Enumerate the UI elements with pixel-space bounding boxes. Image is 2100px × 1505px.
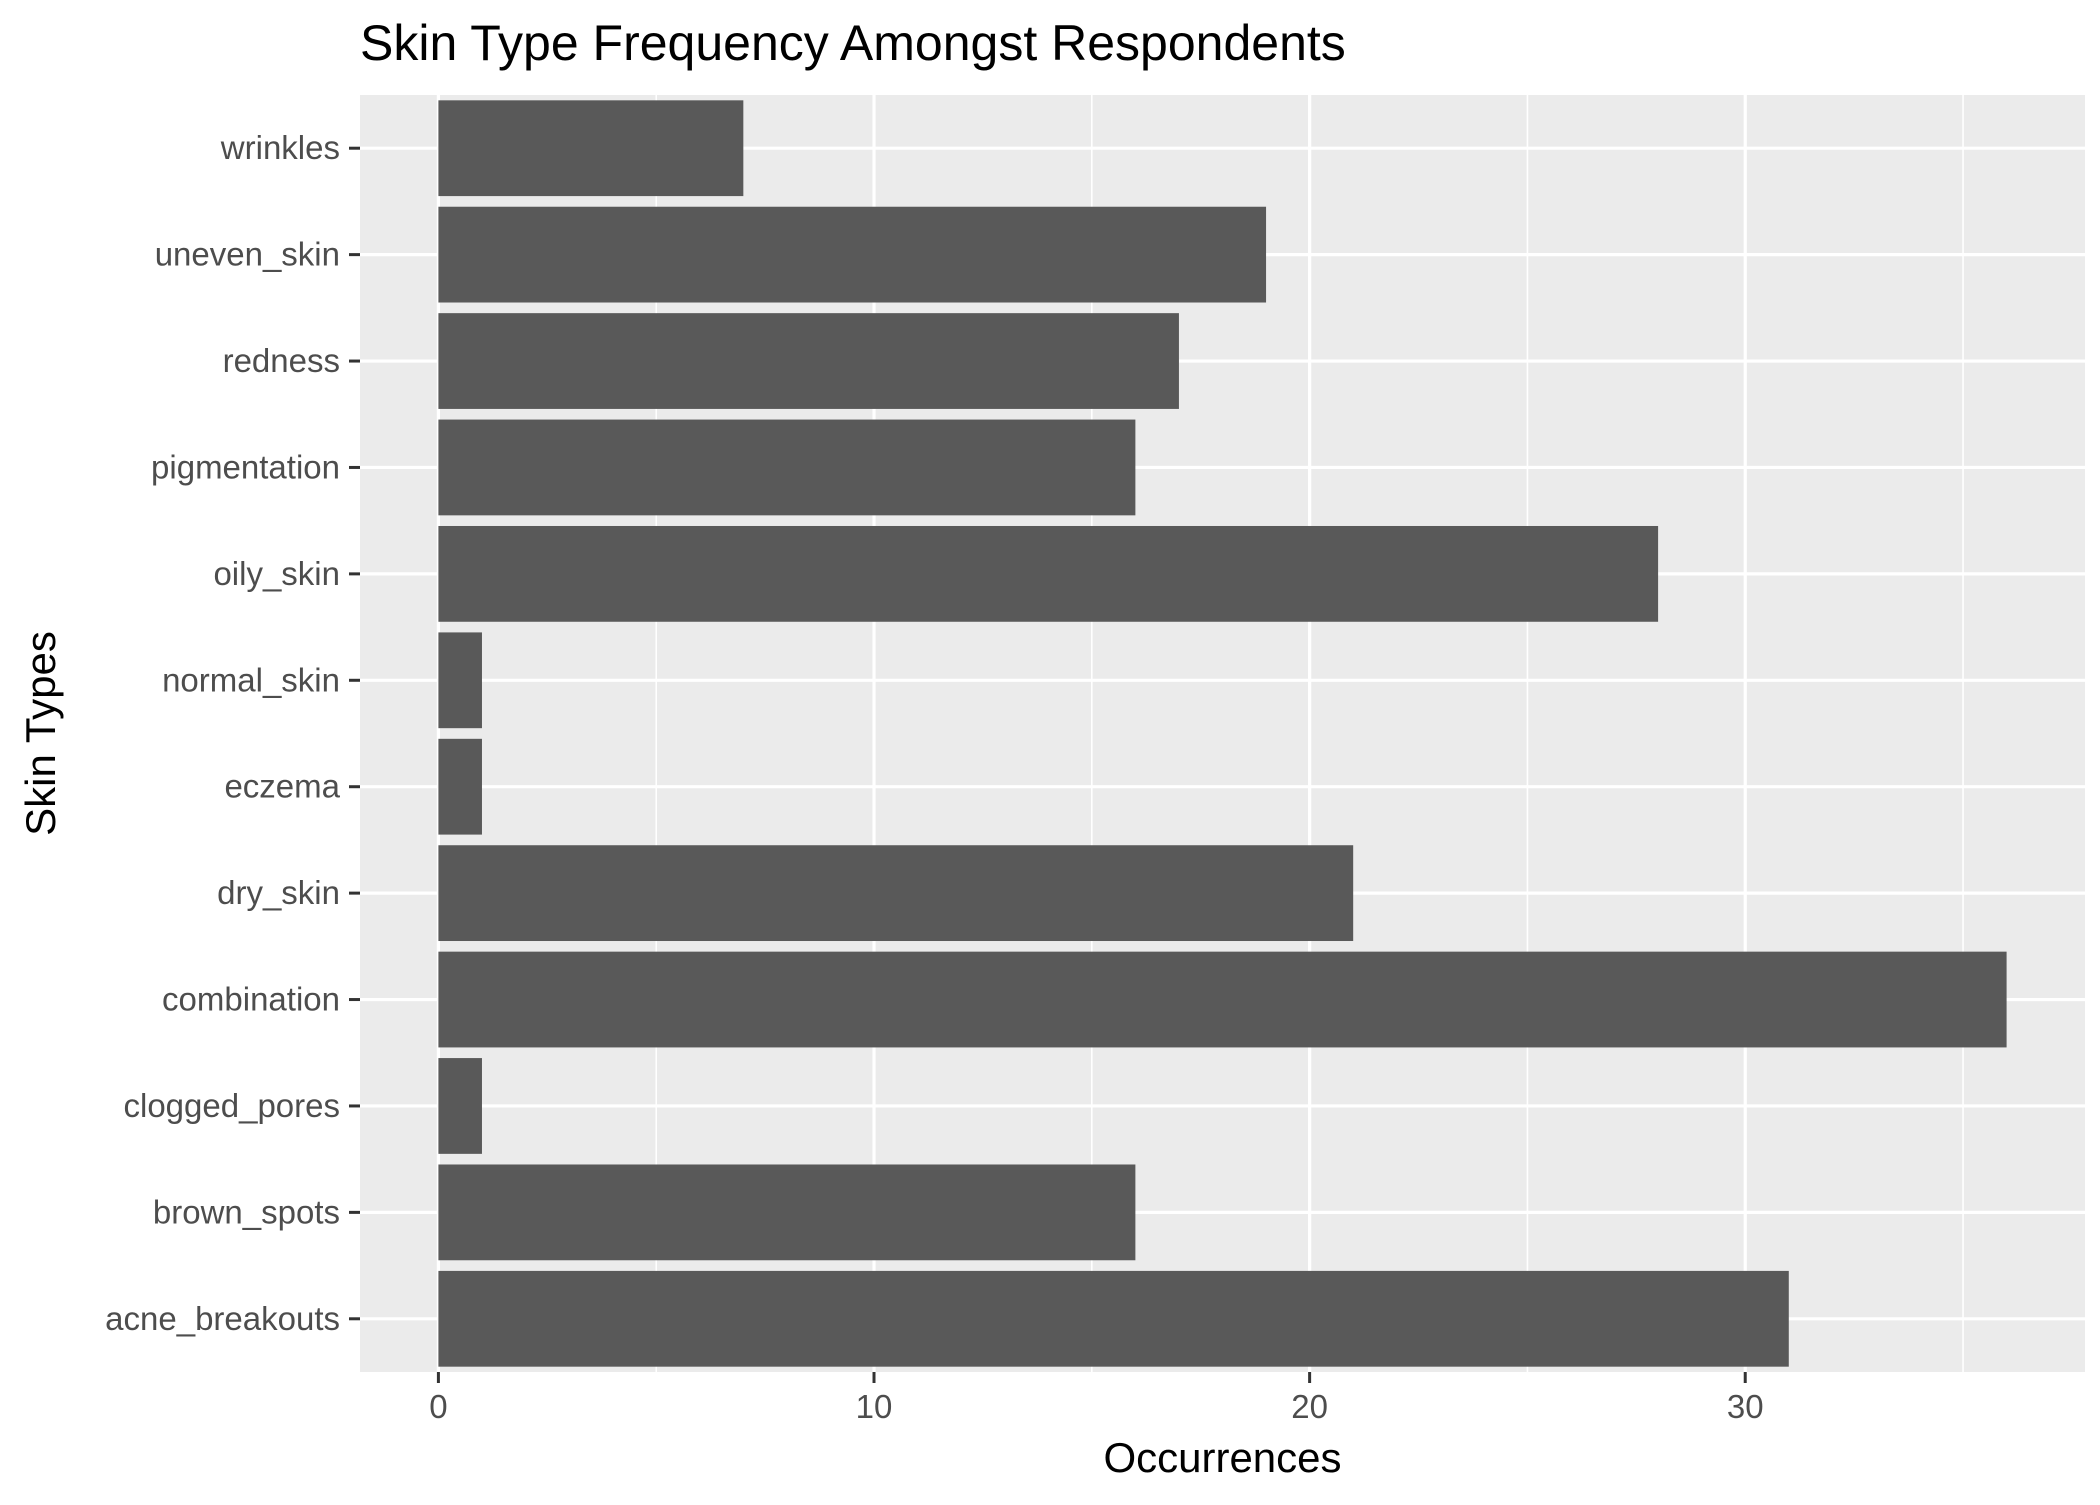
plot-panel: [360, 95, 2085, 1372]
y-tick-label: clogged_pores: [124, 1087, 341, 1124]
y-tick-label: dry_skin: [217, 874, 340, 911]
y-tick-label: normal_skin: [162, 661, 340, 698]
y-tick-label: redness: [223, 342, 340, 379]
bar-normal_skin: [438, 632, 482, 729]
bar-dry_skin: [438, 845, 1354, 942]
y-tick-label: acne_breakouts: [105, 1300, 340, 1337]
x-tick-label: 0: [429, 1388, 447, 1425]
bar-oily_skin: [438, 525, 1659, 622]
bar-redness: [438, 313, 1179, 409]
y-tick-label: eczema: [224, 768, 340, 805]
y-tick-label: combination: [162, 981, 340, 1018]
y-tick-label: brown_spots: [153, 1193, 340, 1230]
y-tick-label: wrinkles: [220, 129, 340, 166]
bar-uneven_skin: [438, 206, 1267, 303]
y-axis: acne_breakouts brown_spots clogged_pores co…: [105, 129, 360, 1337]
y-tick-label: oily_skin: [213, 555, 340, 592]
x-axis-title: Occurrences: [1103, 1434, 1341, 1481]
bars: [438, 100, 2007, 1367]
x-axis: 0 10 20 30: [429, 1372, 1764, 1425]
x-tick-label: 30: [1727, 1388, 1764, 1425]
bar-wrinkles: [438, 100, 744, 197]
x-tick-label: 20: [1291, 1388, 1328, 1425]
bar-eczema: [438, 738, 482, 835]
chart-title: Skin Type Frequency Amongst Respondents: [360, 15, 1346, 71]
y-tick-label: uneven_skin: [155, 236, 340, 273]
y-axis-title: Skin Types: [17, 631, 64, 836]
bar-clogged_pores: [438, 1058, 482, 1154]
bar-brown_spots: [438, 1164, 1136, 1261]
x-tick-label: 10: [856, 1388, 893, 1425]
bar-combination: [438, 951, 2007, 1048]
bar-pigmentation: [438, 419, 1136, 516]
bar-acne_breakouts: [438, 1270, 1789, 1367]
y-tick-label: pigmentation: [151, 448, 340, 485]
